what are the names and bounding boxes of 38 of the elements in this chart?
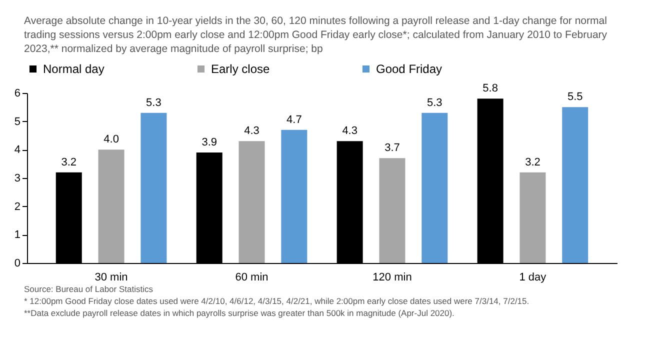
data-label: 5.3	[146, 96, 162, 109]
legend-label: Good Friday	[376, 62, 442, 76]
legend-label: Early close	[211, 62, 270, 76]
legend-label: Normal day	[43, 62, 104, 76]
y-tick-label: 4	[14, 144, 20, 156]
y-tick-label: 3	[14, 172, 20, 184]
data-label: 4.3	[342, 125, 358, 138]
data-label: 4.3	[244, 125, 260, 138]
chart-title: Average absolute change in 10-year yields in the 30, 60, 120 minutes following a payroll release and 1-day change for normal trading sessions versus 2:00pm early close and 12:00pm Good Friday early close*; calculated from January 2010 to February 2023,** normalized by average magnitude of payroll surprise; bp	[24, 14, 608, 56]
data-label: 3.7	[384, 142, 400, 154]
bar	[379, 158, 406, 263]
bar	[98, 150, 124, 263]
data-label: 4.0	[104, 134, 119, 146]
x-tick-label: 60 min	[235, 272, 268, 284]
data-label: 4.7	[286, 114, 302, 126]
data-label: 5.8	[482, 82, 498, 95]
data-label: 3.9	[202, 136, 217, 148]
data-label: 3.2	[61, 156, 77, 168]
bar	[238, 141, 265, 263]
y-tick-label: 0	[14, 258, 20, 270]
y-tick-label: 5	[14, 116, 20, 128]
bar	[422, 112, 448, 263]
text: **Data exclude payroll release dates in which payrolls surprise was greater than 500k in magnitude (Apr-Jul 2020).	[24, 307, 456, 319]
data-label: 3.2	[525, 156, 540, 168]
y-tick-label: 6	[14, 88, 20, 100]
data-label: 5.5	[567, 91, 583, 104]
x-tick-label: 120 min	[372, 272, 412, 284]
source-note: Source: Bureau of Labor Statistics	[24, 283, 154, 295]
bar	[520, 172, 546, 263]
bar	[140, 112, 167, 263]
y-tick-label: 2	[14, 200, 20, 213]
text: * 12:00pm Good Friday close dates used were 4/2/10, 4/6/12, 4/3/15, 4/2/21, while 2:00pm early close dates used were 7/3/14, 7/2/15.	[24, 295, 530, 307]
x-tick-label: 1 day	[519, 272, 547, 284]
y-tick-label: 1	[14, 229, 20, 242]
bar	[562, 107, 588, 263]
x-tick-label: 30 min	[94, 272, 128, 284]
bar	[281, 130, 308, 263]
data-label: 5.3	[427, 96, 442, 109]
